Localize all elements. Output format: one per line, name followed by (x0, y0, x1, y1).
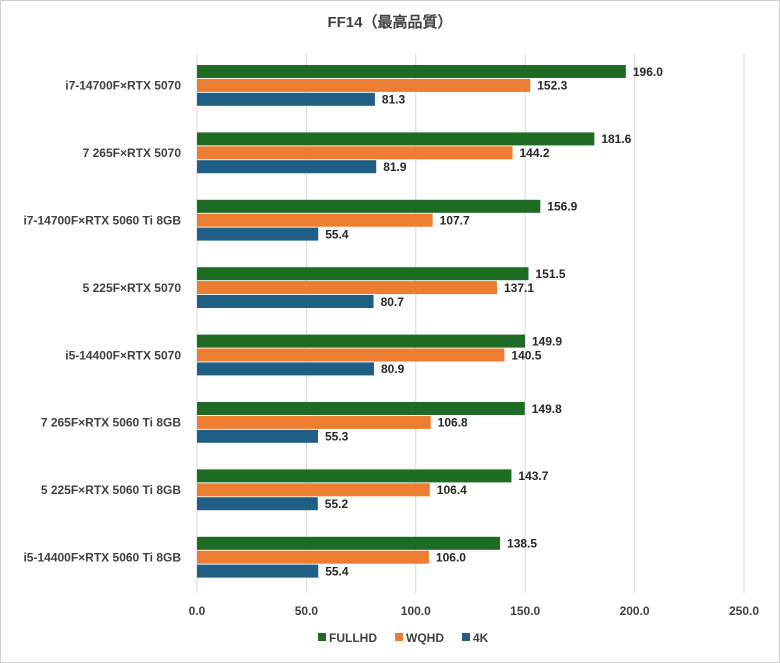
bar-4k (197, 564, 319, 578)
data-label: 143.7 (518, 469, 548, 483)
data-label: 81.9 (383, 160, 407, 174)
data-label: 144.2 (520, 146, 550, 160)
data-label: 55.2 (325, 497, 349, 511)
bar-fullhd (197, 267, 529, 281)
data-label: 106.4 (437, 483, 467, 497)
category-label: 7 265F×RTX 5070 (83, 146, 182, 160)
data-label: 140.5 (511, 348, 541, 362)
x-tick-label: 0.0 (189, 604, 206, 618)
bar-4k (197, 497, 318, 511)
category-label: 5 225F×RTX 5060 Ti 8GB (41, 483, 182, 497)
legend-label: FULLHD (329, 631, 377, 645)
data-label: 149.8 (532, 402, 562, 416)
bar-wqhd (197, 348, 505, 362)
data-label: 55.3 (325, 430, 349, 444)
data-label: 138.5 (507, 537, 537, 551)
category-label: i5-14400F×RTX 5070 (65, 348, 181, 362)
data-label: 80.7 (381, 295, 405, 309)
data-label: 196.0 (633, 65, 663, 79)
bar-wqhd (197, 146, 513, 160)
bar-series (197, 65, 626, 578)
x-tick-label: 100.0 (401, 604, 431, 618)
data-label: 81.3 (382, 93, 406, 107)
data-label: 151.5 (535, 267, 565, 281)
bar-4k (197, 160, 377, 174)
x-tick-label: 200.0 (620, 604, 650, 618)
data-label: 106.0 (436, 551, 466, 565)
bar-fullhd (197, 199, 541, 213)
data-label: 156.9 (547, 200, 577, 214)
bar-wqhd (197, 213, 433, 227)
x-tick-label: 50.0 (295, 604, 319, 618)
chart-title: FF14（最高品質） (327, 13, 452, 31)
bar-4k (197, 362, 375, 376)
x-tick-label: 150.0 (510, 604, 540, 618)
category-label: i5-14400F×RTX 5060 Ti 8GB (23, 551, 181, 565)
legend-swatch (462, 633, 470, 641)
bar-4k (197, 92, 375, 106)
data-label: 106.8 (438, 416, 468, 430)
bar-wqhd (197, 281, 497, 295)
bar-4k (197, 227, 319, 241)
data-label: 80.9 (381, 362, 405, 376)
bar-fullhd (197, 65, 626, 78)
bar-fullhd (197, 132, 595, 146)
data-label: 152.3 (537, 79, 567, 93)
value-axis: 0.0 50.0 100.0 150.0 200.0 250.0 (189, 604, 760, 618)
data-labels: 196.0 152.3 81.3 181.6 144.2 81.9 156.9 107.7 55… (325, 65, 663, 579)
bar-fullhd (197, 334, 525, 348)
x-tick-label: 250.0 (729, 604, 759, 618)
category-label: i7-14700F×RTX 5060 Ti 8GB (23, 214, 181, 228)
data-label: 137.1 (504, 281, 534, 295)
bar-4k (197, 295, 374, 308)
bar-wqhd (197, 415, 431, 429)
data-label: 55.4 (325, 227, 349, 241)
category-axis: i7-14700F×RTX 5070 7 265F×RTX 5070 i7-1470… (23, 79, 181, 565)
bar-wqhd (197, 483, 430, 497)
data-label: 181.6 (601, 132, 631, 146)
bar-wqhd (197, 550, 429, 564)
bar-fullhd (197, 469, 512, 483)
legend-label: 4K (473, 631, 489, 645)
bar-fullhd (197, 536, 501, 550)
bar-4k (197, 429, 318, 443)
bar-fullhd (197, 402, 525, 415)
category-label: 7 265F×RTX 5060 Ti 8GB (41, 416, 182, 430)
data-label: 107.7 (440, 214, 470, 228)
bar-wqhd (197, 78, 531, 92)
legend-swatch (318, 633, 326, 641)
data-label: 55.4 (325, 564, 349, 578)
legend-label: WQHD (406, 631, 444, 645)
data-label: 149.9 (532, 334, 562, 348)
legend-swatch (395, 633, 403, 641)
legend: FULLHD WQHD 4K (318, 631, 489, 645)
category-label: i7-14700F×RTX 5070 (65, 79, 181, 93)
category-label: 5 225F×RTX 5070 (83, 281, 182, 295)
